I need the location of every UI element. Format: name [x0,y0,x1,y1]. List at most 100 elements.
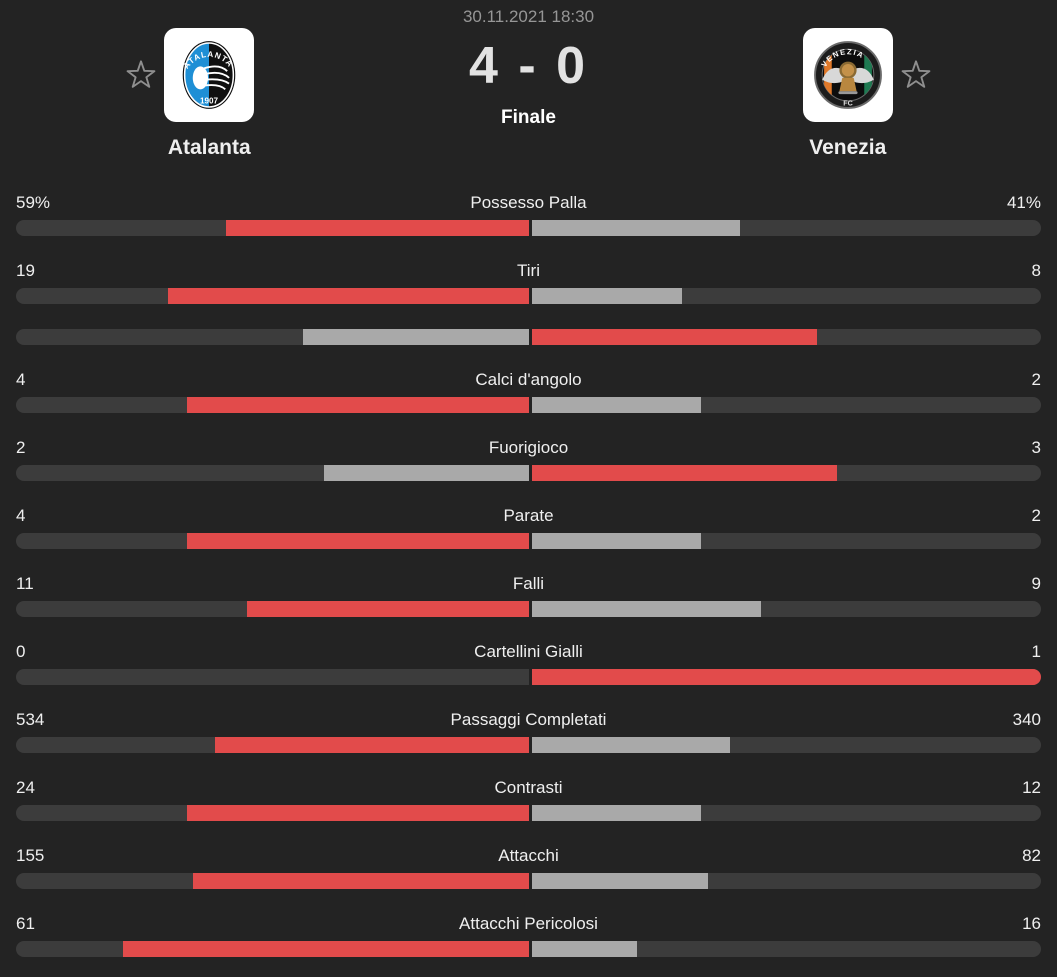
stat-bar [16,465,1041,481]
stat-bar [16,805,1041,821]
stat-bar-away [528,465,1042,481]
stat-bar-away-fill [531,737,730,753]
stat-bar-away-fill [531,669,1041,685]
stat-bar-away-fill [531,873,708,889]
stat-label: Fuorigioco [488,438,569,457]
stat-bar-home [16,669,529,685]
stat-label: Attacchi Pericolosi [459,914,598,933]
stat-bar-home [16,805,529,821]
stat-header: 0 Cartellini Gialli 1 [16,642,1041,662]
stat-bar [16,941,1041,957]
stat-label: Tiri [517,261,540,280]
stat-bar-away-fill [531,805,702,821]
stat-bar-away [528,669,1041,685]
stat-away-value: 2 [1031,506,1041,525]
stat-away-value: 16 [1022,914,1041,933]
stat-bar [16,669,1041,685]
match-score: 4 - 0 [468,37,589,95]
stat-bar-away [528,288,1042,304]
team-away[interactable]: VENEZIA FC Venezia [639,28,1057,160]
stat-home-value: 155 [16,846,45,865]
stat-bar-home [16,220,529,236]
stat-bar-home-fill [167,288,529,304]
score-block: 4 - 0 Finale [419,28,639,129]
stat-bar-home [16,873,529,889]
stat-bar-home [16,533,529,549]
stat-row: 24 Contrasti 12 [16,753,1041,821]
stat-home-value: 11 [16,574,34,593]
stat-label: Possesso Palla [470,193,587,212]
stat-bar-home-fill [122,941,529,957]
stat-row: 61 Attacchi Pericolosi 16 [16,889,1041,957]
favorite-star-icon[interactable] [124,58,158,92]
stat-row: 4 Parate 2 [16,481,1041,549]
favorite-star-icon[interactable] [899,58,933,92]
stat-bar-away [528,737,1042,753]
stat-bar-home [16,941,529,957]
team-home-top: ATALANTA 1907 [0,28,419,122]
team-away-top: VENEZIA FC [639,28,1057,122]
stat-away-value: 1 [1031,642,1041,661]
stat-bar [16,329,1041,345]
stat-bar-home [16,601,529,617]
stat-row: 19 Tiri 8 [16,236,1041,304]
stat-bar-home-fill [186,397,529,413]
stat-home-value: 24 [16,778,35,797]
team-home[interactable]: ATALANTA 1907 Atalanta [0,28,419,160]
stat-bar-away-fill [531,397,702,413]
stat-bar [16,737,1041,753]
stat-bar-away-fill [531,601,761,617]
team-home-logo[interactable]: ATALANTA 1907 [164,28,255,122]
stat-bar-away [528,220,1042,236]
stat-bar [16,873,1041,889]
venezia-crest-icon: VENEZIA FC [813,41,882,109]
stat-away-value: 12 [1022,778,1041,797]
stat-away-value: 9 [1031,574,1041,593]
stat-label: Falli [512,574,545,593]
stat-home-value: 0 [16,642,26,661]
stats-list: 59% Possesso Palla 41% 19 Tiri 8 [0,168,1057,957]
stat-label: Cartellini Gialli [474,642,583,661]
stat-bar-away [528,329,1042,345]
stat-bar-home [16,397,529,413]
stat-row: 59% Possesso Palla 41% [16,168,1041,236]
stat-away-value: 8 [1031,261,1041,280]
stat-home-value: 61 [16,914,35,933]
stat-bar-home [16,465,529,481]
stat-label: Parate [503,506,554,525]
stat-bar-home-fill [193,873,529,889]
stat-away-value: 82 [1022,846,1041,865]
match-header: ATALANTA 1907 Atalanta 4 - 0 Finale [0,28,1057,160]
team-home-name[interactable]: Atalanta [167,136,251,159]
stat-bar-away-fill [531,533,702,549]
team-away-name[interactable]: Venezia [809,136,887,159]
stat-away-value: 3 [1031,438,1041,457]
stat-header: 11 Falli 9 [16,574,1041,594]
stat-header: 2 Fuorigioco 3 [16,438,1041,458]
stat-bar [16,533,1041,549]
stat-header: 59% Possesso Palla 41% [16,193,1041,213]
stat-header: 4 Calci d'angolo 2 [16,370,1041,390]
stat-bar-home [16,288,529,304]
match-status: Finale [501,107,556,128]
stat-home-value: 534 [16,710,45,729]
stat-row: 11 Falli 9 [16,549,1041,617]
stat-row: 0 Cartellini Gialli 1 [16,617,1041,685]
stat-row [16,304,1041,345]
team-away-logo[interactable]: VENEZIA FC [802,28,893,122]
stat-header: 4 Parate 2 [16,506,1041,526]
stat-home-value: 4 [16,370,26,389]
stat-bar [16,288,1041,304]
stat-label: Calci d'angolo [475,370,582,389]
stat-header: 155 Attacchi 82 [16,846,1041,866]
stat-bar-away-fill [531,220,741,236]
stat-bar-home-fill [215,737,529,753]
stat-row: 155 Attacchi 82 [16,821,1041,889]
match-datetime: 30.11.2021 18:30 [462,7,595,26]
stat-home-value: 2 [16,438,26,457]
stat-bar [16,220,1041,236]
stat-bar [16,397,1041,413]
stat-bar-home-fill [246,601,529,617]
svg-text:1907: 1907 [200,97,219,106]
